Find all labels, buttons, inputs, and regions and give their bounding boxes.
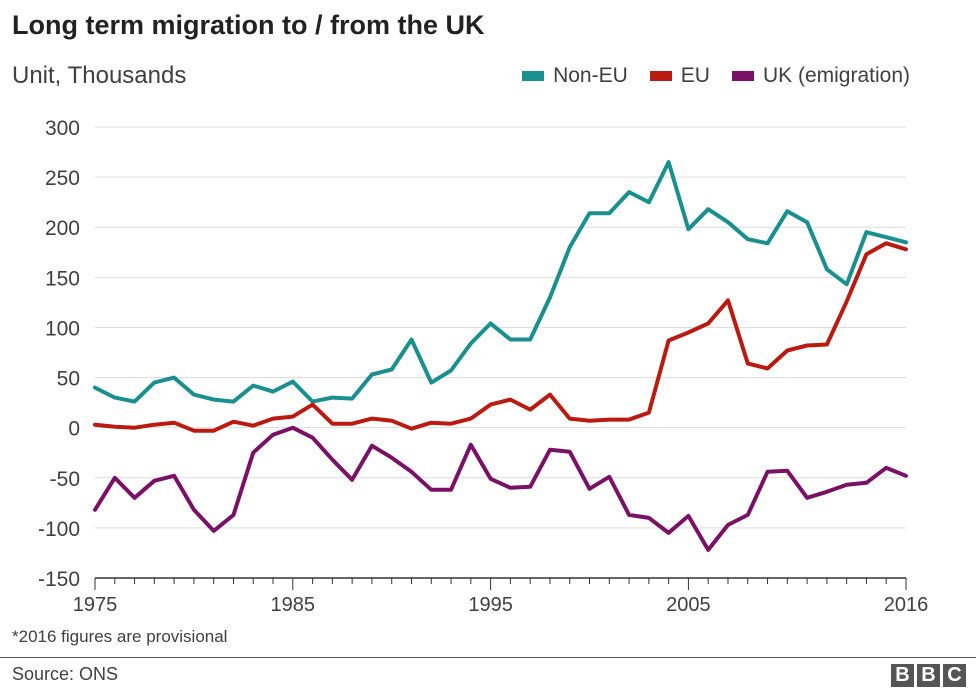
x-tick-label: 1995 <box>468 594 513 616</box>
x-tick-label: 2005 <box>666 594 711 616</box>
legend-label-eu: EU <box>680 64 710 87</box>
footnote: *2016 figures are provisional <box>12 627 228 646</box>
legend-swatch-eu <box>649 71 672 81</box>
logo-letter: B <box>917 664 940 687</box>
logo-letter: C <box>943 664 966 687</box>
y-tick-label: 100 <box>45 317 80 340</box>
y-tick-label: 200 <box>45 217 80 240</box>
legend-label-non-eu: Non-EU <box>553 64 628 87</box>
y-tick-label: -150 <box>38 568 80 591</box>
series-line-eu <box>93 241 908 433</box>
legend-label-uk-emigration: UK (emigration) <box>762 64 910 87</box>
legend-item-non-eu: Non-EU <box>522 64 628 88</box>
legend-item-eu: EU <box>649 64 710 88</box>
bbc-logo: B B C <box>888 664 966 687</box>
legend-swatch-non-eu <box>522 71 545 81</box>
series-line-uk-emigration <box>93 425 908 552</box>
series-line-non-eu <box>93 160 908 404</box>
y-tick-label: 0 <box>68 418 80 441</box>
y-tick-label: -100 <box>38 518 80 541</box>
y-tick-label: 50 <box>57 368 80 391</box>
footer-divider <box>0 657 976 658</box>
y-tick-label: 300 <box>45 117 80 140</box>
x-tick-label: 2016 <box>884 594 929 616</box>
y-tick-label: 250 <box>45 167 80 190</box>
unit-label: Unit, Thousands <box>12 62 187 89</box>
y-tick-label: 150 <box>45 267 80 290</box>
x-tick-label: 1985 <box>271 594 316 616</box>
x-tick-label: 1975 <box>73 594 118 616</box>
legend-item-uk-emigration: UK (emigration) <box>731 64 910 88</box>
source-label: Source: ONS <box>12 664 119 684</box>
y-tick-label: -50 <box>50 468 80 491</box>
chart-legend: Non-EU EU UK (emigration) <box>500 64 910 88</box>
legend-swatch-uk-emigration <box>731 71 754 81</box>
logo-letter: B <box>891 664 914 687</box>
chart-title: Long term migration to / from the UK <box>12 10 485 40</box>
